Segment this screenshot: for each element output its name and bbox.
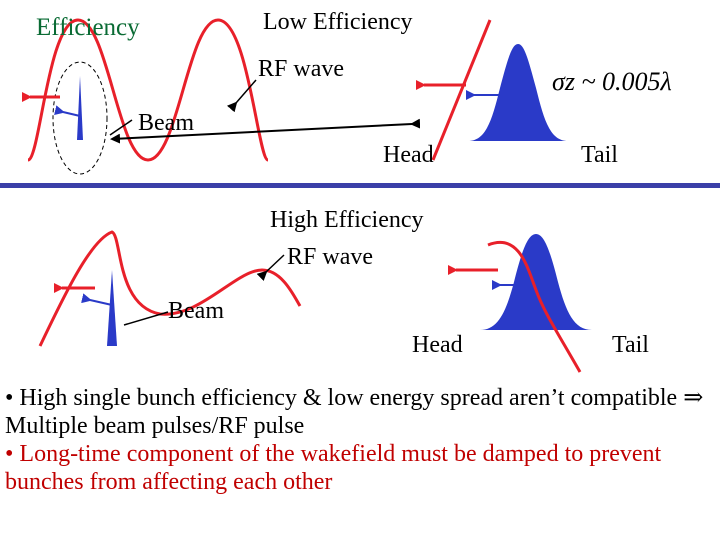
beam-highlight-ellipse: [52, 61, 108, 175]
bullet-item-1: • High single bunch efficiency & low ene…: [5, 385, 704, 439]
beam-spike-bottom: [107, 270, 117, 346]
beam-spike-top: [77, 76, 83, 140]
beam-label-bottom: Beam: [168, 298, 224, 324]
panel-divider: [0, 183, 720, 188]
wake-arrow-bottom-left: [81, 293, 113, 306]
rf-wave-low: [26, 18, 270, 162]
bunch-length-formula: σz ~ 0.005λ: [552, 67, 672, 96]
bullet-list: • High single bunch efficiency & low ene…: [5, 384, 717, 496]
tail-label-bottom: Tail: [612, 332, 649, 358]
rf-wave-zoom-top: [431, 19, 492, 161]
bullet-item-2: • Long-time component of the wakefield m…: [5, 441, 662, 495]
bunch-gaussian-bottom: [480, 234, 592, 330]
zoom-double-arrow: [110, 118, 421, 144]
rf-label-pointer-bottom: [256, 254, 285, 282]
efficiency-label: Efficiency: [36, 14, 140, 41]
low-efficiency-label: Low Efficiency: [263, 9, 413, 35]
rf-wave-label-top: RF wave: [258, 56, 344, 82]
beam-label-pointer-top: [109, 119, 133, 136]
beam-label-top: Beam: [138, 110, 194, 136]
head-label-top: Head: [383, 142, 434, 168]
tail-label-top: Tail: [581, 142, 618, 168]
head-label-bottom: Head: [412, 332, 463, 358]
rf-wave-zoom-bottom: [487, 241, 582, 373]
rf-wave-high: [38, 230, 302, 347]
bunch-gaussian-top: [468, 44, 568, 141]
rf-label-pointer-top: [226, 79, 257, 113]
rf-wave-label-bottom: RF wave: [287, 244, 373, 270]
beam-label-pointer-bottom: [123, 311, 169, 326]
high-efficiency-label: High Efficiency: [270, 207, 424, 233]
wake-arrow-top-left: [54, 105, 81, 117]
